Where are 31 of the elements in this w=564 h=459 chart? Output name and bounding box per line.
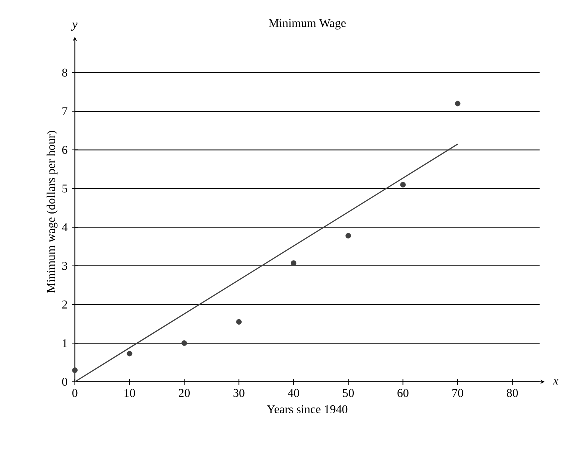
x-tick-label: 0 — [72, 389, 78, 398]
point — [236, 319, 242, 325]
text: x — [553, 379, 559, 385]
y-tick-label: 7 — [62, 108, 68, 116]
x-tick-label: 80 — [507, 389, 518, 398]
x-tick-label: 60 — [398, 389, 409, 398]
x-tick-label: 40 — [288, 389, 300, 398]
x-tick-label: 30 — [234, 389, 245, 398]
y-tick-label: 0 — [62, 378, 68, 386]
point — [291, 260, 297, 266]
point — [72, 368, 78, 374]
point — [400, 182, 406, 188]
y-tick-label: 4 — [62, 223, 68, 232]
y-tick-label: 5 — [62, 184, 68, 193]
y-tick-label: 2 — [62, 300, 68, 309]
x-tick-label: 20 — [179, 389, 190, 398]
y-tick-label: 1 — [63, 339, 68, 348]
point — [455, 100, 461, 107]
point — [182, 340, 188, 346]
point — [346, 233, 352, 239]
y-tick-label: 8 — [62, 68, 68, 77]
x-tick-label: 10 — [124, 389, 136, 398]
point — [127, 350, 133, 357]
text: y — [71, 22, 78, 31]
y-tick-label: 3 — [62, 262, 68, 270]
x-axis-title: Years since 1940 — [267, 405, 348, 414]
chart-title: Minimum Wage — [268, 19, 346, 30]
x-tick-label: 70 — [452, 389, 464, 398]
x-tick-label: 50 — [343, 389, 354, 398]
y-tick-label: 6 — [62, 146, 68, 154]
y-axis-title: Minimum wage (dollars per hour) — [46, 131, 58, 293]
